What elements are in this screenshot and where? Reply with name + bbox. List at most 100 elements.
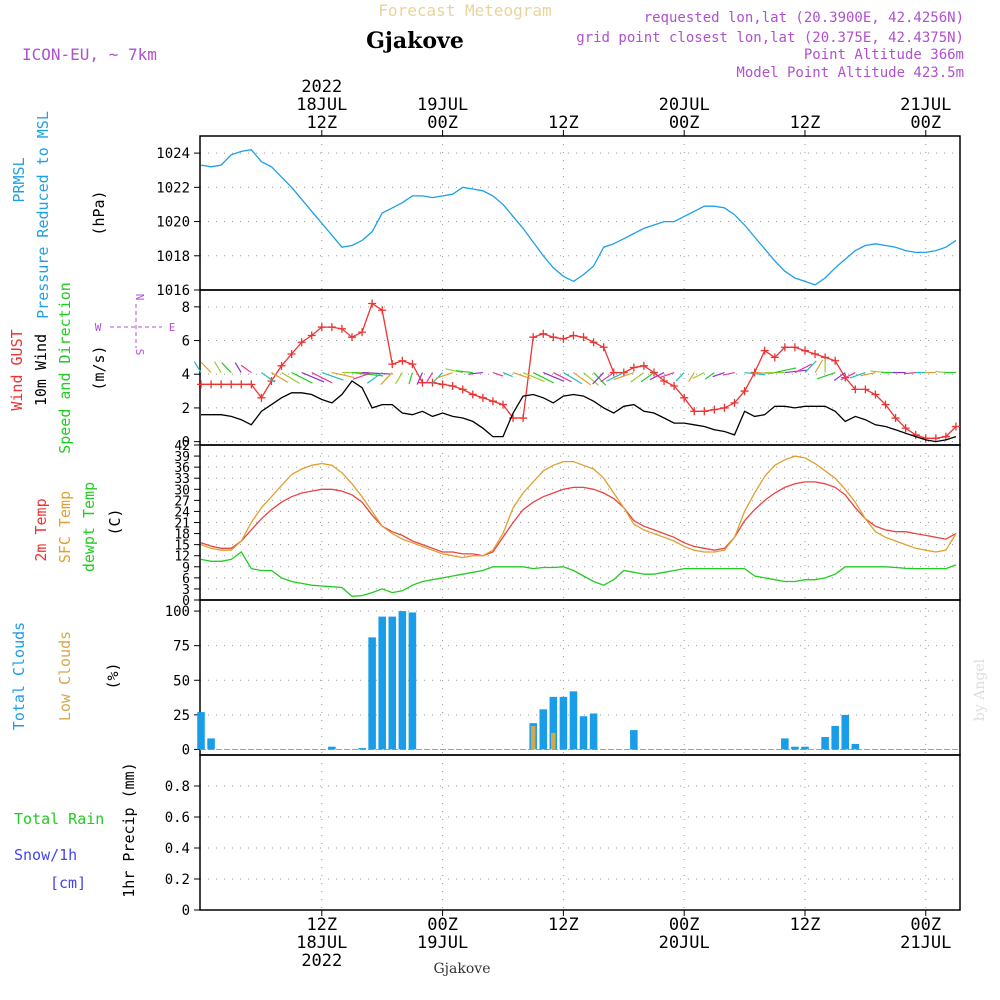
y-tick-label: 33: [174, 472, 190, 487]
wind-arrow: [688, 372, 695, 382]
gust-point: [549, 333, 558, 342]
wind-arrow: [860, 371, 876, 377]
wind-unit: (m/s): [90, 345, 108, 390]
wind-arrow: [600, 372, 615, 383]
gust-point: [448, 382, 457, 391]
gust-point: [619, 368, 628, 377]
gust-point: [478, 393, 487, 402]
series-10m-wind: [201, 380, 957, 443]
gust-point: [488, 397, 497, 406]
total-cloud-bar: [821, 737, 829, 750]
total-cloud-bar: [831, 725, 839, 750]
gust-point: [951, 422, 960, 431]
wind-arrow: [649, 372, 665, 381]
gust-point: [498, 400, 507, 409]
gust-point: [700, 407, 709, 416]
footer-location: Gjakove: [434, 961, 491, 977]
low-cloud-bar: [551, 732, 556, 750]
total-cloud-bar: [851, 743, 860, 750]
gust-point: [760, 346, 769, 355]
y-tick-label: 50: [173, 673, 190, 689]
wind-arrow: [744, 371, 766, 376]
wind-arrow: [553, 372, 572, 383]
wind-arrow: [261, 372, 276, 383]
bottom-time-label: 12Z: [548, 915, 579, 935]
wind-arrow: [311, 372, 333, 384]
gust-point: [629, 363, 638, 372]
total-cloud-bar: [378, 616, 386, 750]
gust-point: [337, 324, 346, 333]
top-time-label: 18JUL: [296, 95, 347, 115]
total-cloud-bar: [579, 716, 588, 750]
temp-unit: (C): [106, 508, 124, 535]
wind-arrow: [563, 372, 583, 385]
gust-point: [861, 385, 870, 394]
precip-frame: [199, 754, 961, 911]
gust-point: [529, 333, 538, 342]
gust-point: [740, 387, 749, 396]
total-cloud-bar: [781, 738, 789, 750]
gust-point: [378, 306, 387, 315]
wind-arrow: [573, 372, 592, 386]
y-tick-label: 6: [182, 334, 190, 350]
wind-arrow: [840, 372, 856, 381]
low-cloud-bar: [530, 725, 536, 750]
grid-point-coords: grid point closest lon,lat (20.375E, 42.…: [576, 30, 964, 46]
gust-point: [227, 380, 236, 389]
total-cloud-bar: [197, 712, 205, 750]
y-tick-label: 18: [174, 528, 190, 543]
gust-point: [348, 333, 356, 342]
pressure-labels: PRMSL Pressure Reduced to MSL (hPa): [10, 111, 108, 319]
total-cloud-bar: [368, 637, 376, 750]
wind-arrow: [583, 372, 599, 386]
y-tick-label: 0: [182, 594, 190, 609]
wind-arrow: [408, 372, 413, 385]
wind-arrow: [281, 372, 300, 384]
total-cloud-bar: [207, 738, 215, 750]
gust-point: [207, 380, 216, 389]
wind-arrow: [532, 372, 554, 384]
wind-arrow: [240, 364, 252, 374]
gust-point: [730, 398, 739, 407]
panels: 1016101810201022102402468036912151821242…: [156, 130, 961, 919]
wind-arrow: [352, 371, 373, 380]
precip-panel: 0 0.2 0.4 0.6 0.8: [165, 754, 961, 919]
snow-unit: [cm]: [50, 874, 86, 892]
wind-arrow: [362, 371, 392, 375]
bottom-time-label: 19JUL: [417, 933, 468, 953]
wind-arrow: [904, 371, 916, 375]
gust-point: [881, 400, 890, 409]
wind-arrow: [543, 372, 565, 382]
gust-point: [398, 356, 407, 365]
gust-point: [720, 403, 729, 412]
gust-point: [780, 343, 789, 352]
cloud-unit: (%): [104, 662, 122, 689]
gust-point: [247, 380, 256, 389]
wind-arrow: [380, 372, 393, 386]
wind-arrow: [193, 361, 202, 373]
wind-arrow: [613, 371, 635, 381]
wind-arrow: [321, 371, 344, 381]
y-tick-label: 0: [182, 903, 190, 919]
y-tick-label: 0: [182, 435, 190, 451]
y-tick-label: 0.8: [165, 779, 190, 795]
sfc-label: SFC Temp: [56, 491, 74, 563]
bottom-time-label: 00Z: [669, 915, 700, 935]
y-tick-label: 9: [182, 561, 190, 576]
total-cloud-bar: [559, 696, 568, 750]
total-cloud-bar: [408, 612, 417, 750]
y-tick-label: 30: [174, 483, 190, 498]
series-sfc-temp: [200, 455, 957, 559]
top-time-label: 00Z: [669, 113, 700, 133]
series-dewpt-temp: [200, 551, 957, 597]
wind-arrow: [200, 361, 212, 373]
wind-arrow: [213, 361, 222, 373]
wind-arrow: [445, 368, 463, 374]
total-cloud-bar: [398, 611, 407, 750]
t2m-label: 2m Temp: [32, 498, 50, 561]
y-tick-label: 3: [182, 583, 190, 598]
y-tick-label: 4: [182, 367, 190, 383]
